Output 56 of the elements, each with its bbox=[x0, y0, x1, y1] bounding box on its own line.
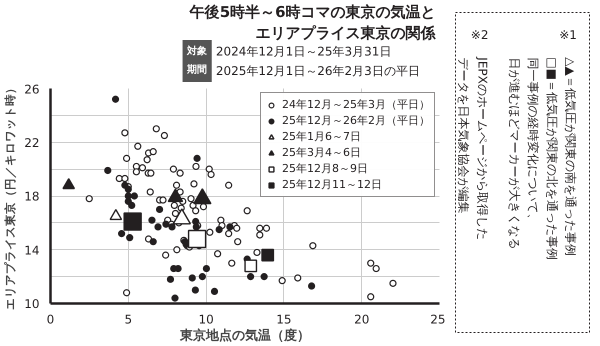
y-tick-label: 26 bbox=[24, 82, 40, 96]
point bbox=[188, 274, 196, 282]
point bbox=[171, 294, 179, 302]
point bbox=[260, 273, 268, 280]
point bbox=[150, 238, 157, 246]
point bbox=[192, 286, 199, 294]
point bbox=[202, 264, 210, 272]
x-tick-label: 5 bbox=[124, 312, 132, 326]
y-tick-label: 14 bbox=[24, 243, 40, 258]
legend-label: 25年12月8～9日 bbox=[282, 161, 368, 176]
point bbox=[193, 154, 201, 162]
x-tick-label: 25 bbox=[430, 312, 446, 326]
legend-label: 24年12月～25年3月（平日） bbox=[282, 97, 430, 112]
point bbox=[130, 192, 138, 200]
point bbox=[216, 226, 223, 234]
point bbox=[168, 223, 176, 230]
y-tick-label: 18 bbox=[24, 190, 40, 204]
legend-label: 25年3月4～6日 bbox=[282, 145, 361, 160]
text: 同一事例の経時変化について、 bbox=[526, 57, 540, 226]
point bbox=[104, 166, 112, 174]
point bbox=[226, 223, 234, 230]
point bbox=[308, 282, 316, 290]
y-axis-title: エリアプライス東京（円／キロワット時） bbox=[3, 82, 18, 310]
y-tick-label: 10 bbox=[24, 297, 40, 311]
text: △▲＝低気圧が関東の南を通った事例 bbox=[564, 57, 578, 256]
point bbox=[210, 288, 218, 295]
text: 日が進むほどマーカーが大きくなる bbox=[507, 57, 522, 250]
text: ※2 bbox=[470, 28, 488, 42]
x-tick-label: 10 bbox=[198, 312, 214, 326]
chart-title: 午後5時半～6時コマの東京の気温とエリアプライス東京の関係 bbox=[188, 3, 437, 42]
x-tick-label: 20 bbox=[354, 312, 370, 326]
text: 対象期間 bbox=[186, 45, 208, 76]
legend-label: 25年12月～26年2月（平日） bbox=[282, 113, 430, 128]
point bbox=[247, 273, 254, 280]
point bbox=[148, 216, 156, 224]
point bbox=[118, 230, 126, 238]
point bbox=[126, 234, 134, 242]
x-tick-label: 0 bbox=[46, 312, 54, 326]
chart-subtitle: 2024年12月1日～25年3月31日 2025年12月1日～26年2月3日の平日 bbox=[216, 44, 420, 78]
y-tick-label: 22 bbox=[24, 136, 40, 150]
point bbox=[156, 206, 164, 214]
point bbox=[198, 273, 206, 280]
point bbox=[162, 220, 170, 228]
x-tick-label: 15 bbox=[276, 312, 292, 326]
legend-label: 25年1月6～7日 bbox=[282, 129, 361, 144]
text: □■＝低気圧が関東の北を通った事例 bbox=[544, 57, 559, 260]
text: データを日本気象協会が編集 bbox=[456, 57, 471, 214]
text: JEPXのホームページから取得した bbox=[475, 56, 490, 240]
point bbox=[154, 223, 162, 230]
legend-label: 25年12月11～12日 bbox=[282, 177, 382, 192]
point bbox=[124, 186, 132, 193]
point bbox=[112, 96, 120, 103]
x-axis-title: 東京地点の気温（度） bbox=[179, 328, 310, 344]
point bbox=[166, 276, 174, 283]
text: ※1 bbox=[559, 28, 577, 42]
point bbox=[128, 202, 136, 209]
